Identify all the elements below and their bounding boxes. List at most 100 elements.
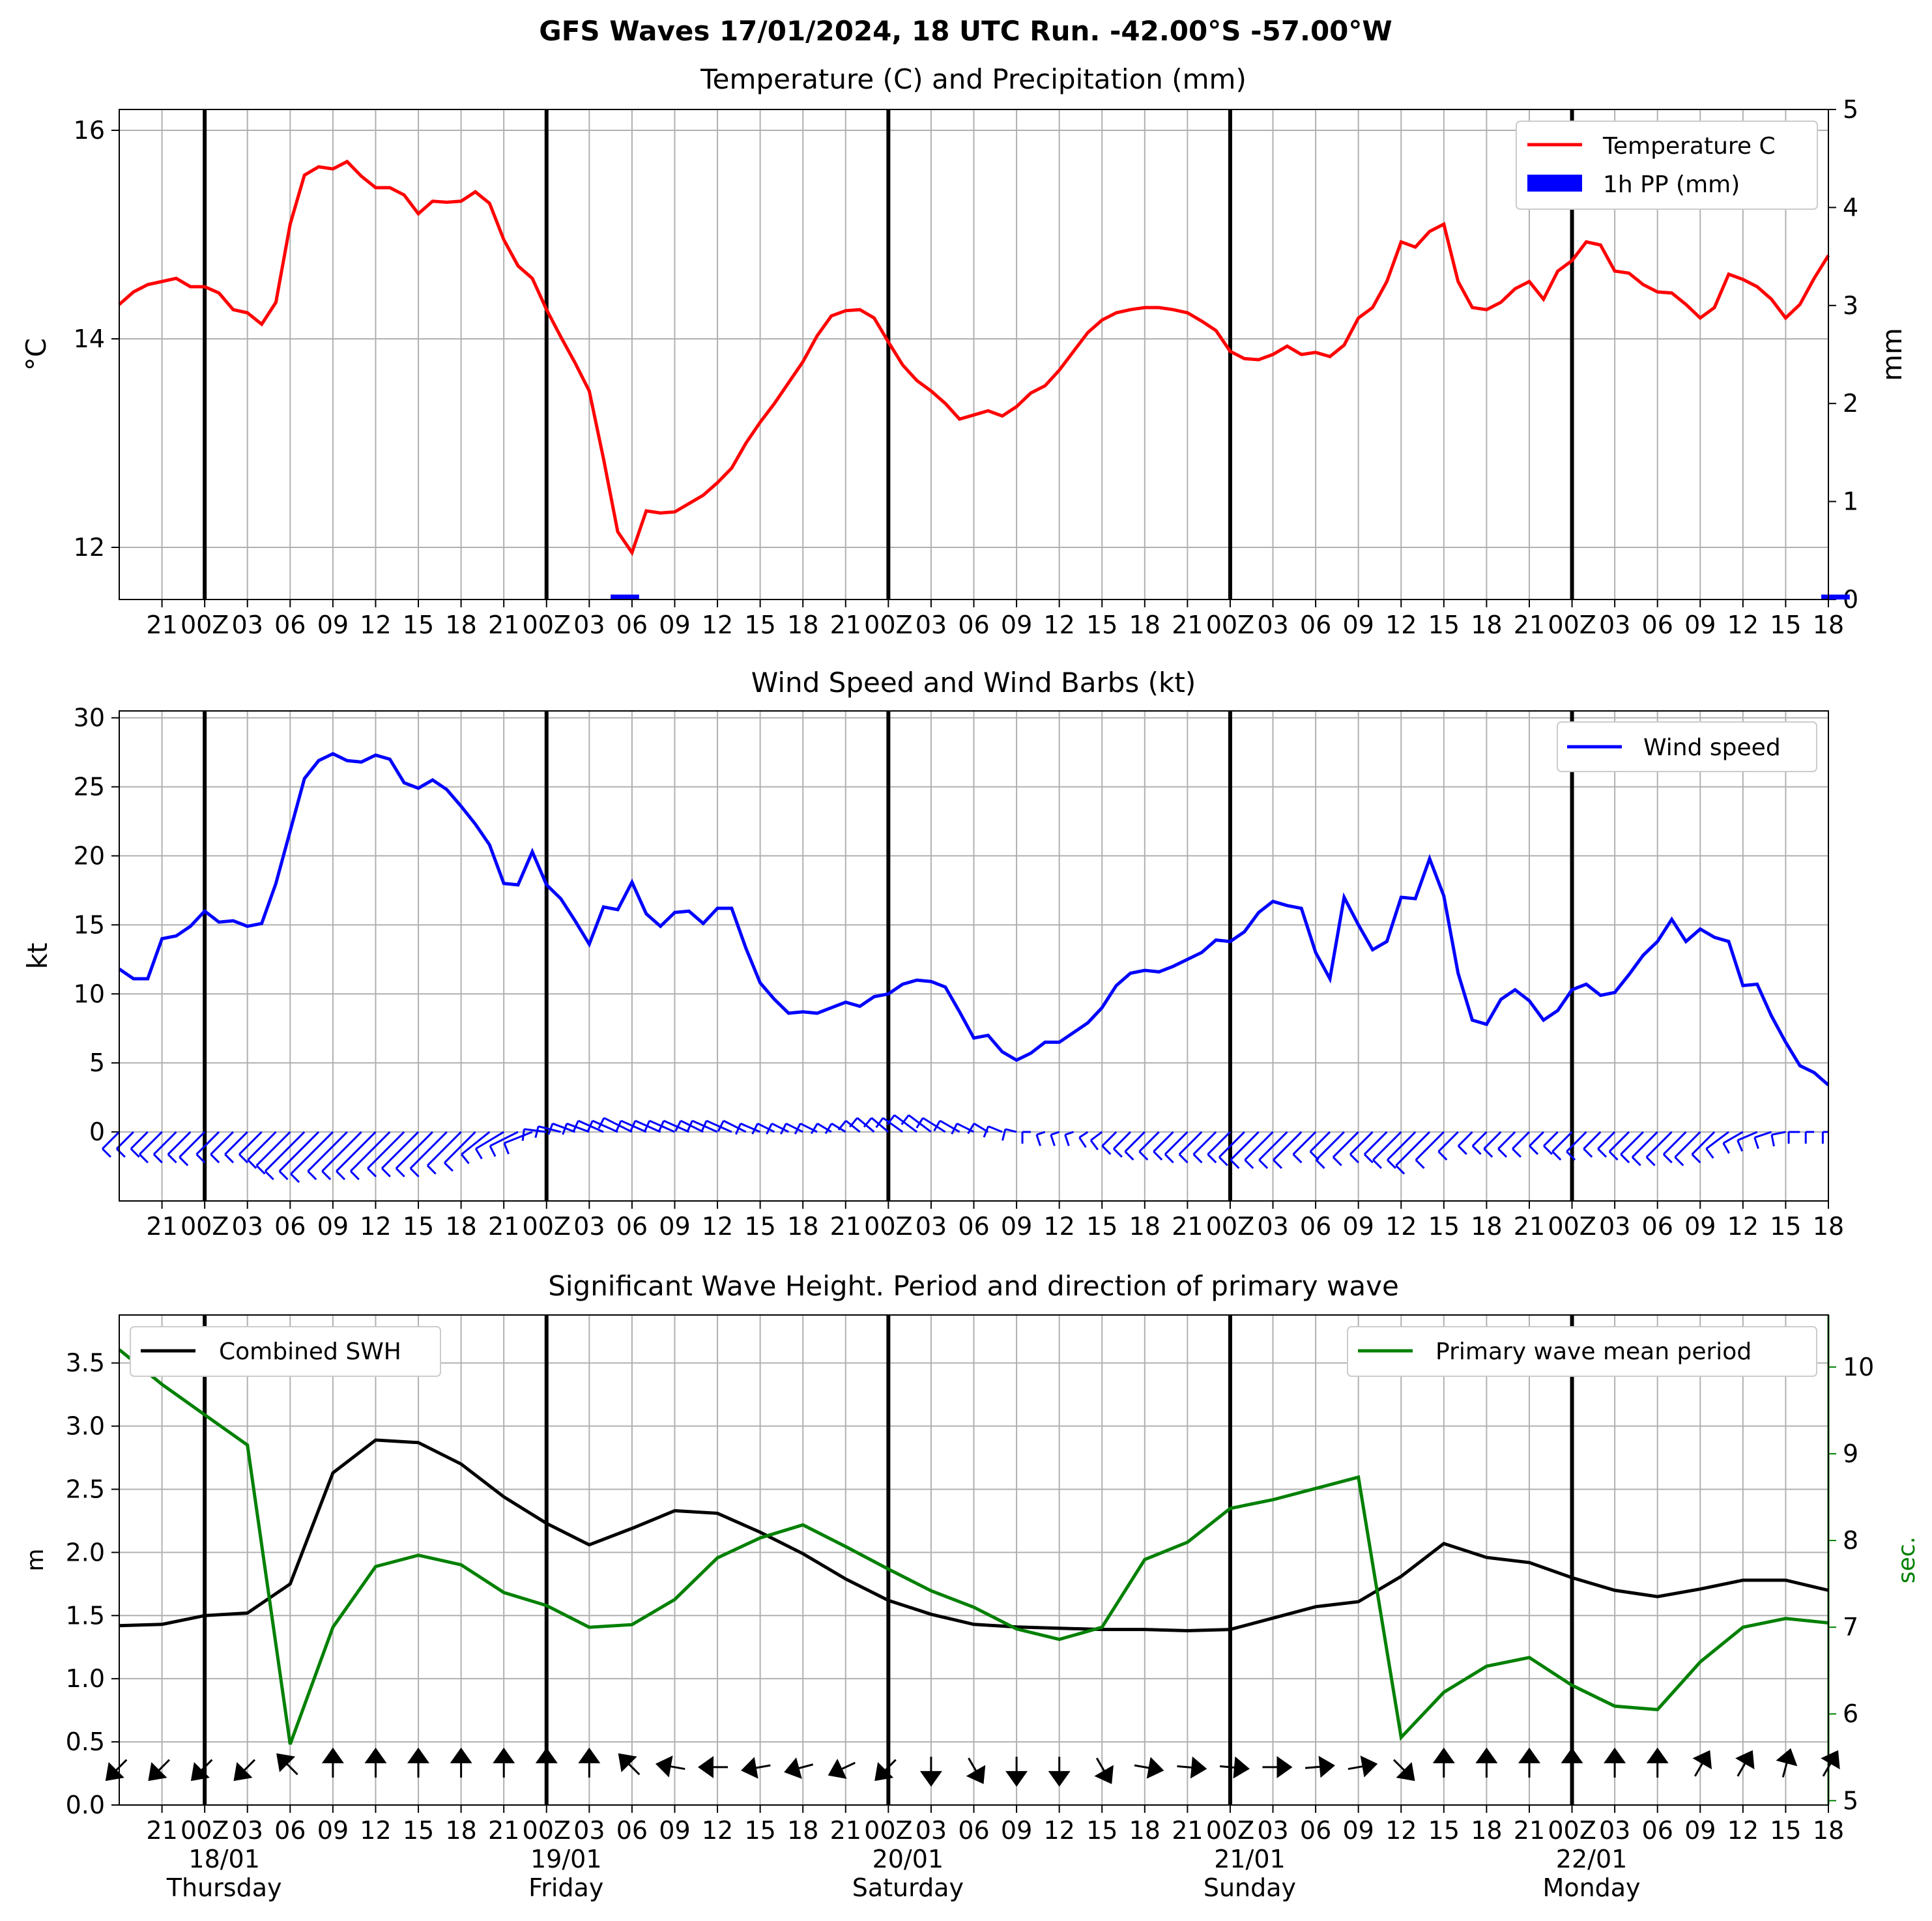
- period-y2-tick-label: 6: [1843, 1699, 1858, 1728]
- wind-legend: Wind speed: [1557, 721, 1817, 772]
- wind-barb-flag: [1349, 1153, 1359, 1164]
- legend-wind-label: Wind speed: [1643, 734, 1781, 761]
- wave-x-tick-label: 15: [403, 1816, 434, 1845]
- wind-barb-flag: [1035, 1134, 1042, 1146]
- precip-y2-tick-label: 5: [1843, 95, 1858, 124]
- temperature-panel-title: Temperature (C) and Precipitation (mm): [700, 63, 1247, 95]
- wind-y-tick-label: 25: [74, 773, 105, 802]
- wind-barb-flag: [1543, 1145, 1553, 1155]
- wind-barb: [1065, 1131, 1074, 1136]
- wave-direction-arrow: [784, 1757, 814, 1779]
- arrow-head: [1094, 1765, 1114, 1784]
- wind-barb: [552, 1122, 575, 1133]
- wind-x-tick-label: 03: [1599, 1212, 1630, 1241]
- wind-barb-flag: [1395, 1164, 1406, 1175]
- wind-barb-flag: [794, 1123, 801, 1134]
- arrow-head: [276, 1753, 296, 1772]
- temperature-x-tick-label: 18: [787, 611, 818, 639]
- arrow-head: [828, 1759, 847, 1779]
- wind-barb-flag: [933, 1120, 941, 1132]
- wind-barb: [278, 1131, 320, 1172]
- wind-barb: [1153, 1131, 1174, 1153]
- wind-barb-flag: [766, 1123, 773, 1134]
- wind-barb-flag: [290, 1173, 300, 1183]
- figure-title: GFS Waves 17/01/2024, 18 UTC Run. -42.00…: [539, 15, 1392, 47]
- wind-barb-flag: [1512, 1148, 1521, 1158]
- wind-barb-flag: [1415, 1159, 1425, 1169]
- wave-direction-arrow: [276, 1753, 298, 1776]
- wind-barb-flag: [1645, 1156, 1656, 1166]
- arrow-head: [741, 1757, 758, 1779]
- wind-barb-flag: [875, 1117, 884, 1129]
- wind-x-tick-label: 12: [1727, 1212, 1759, 1241]
- wind-barb-flag: [735, 1123, 742, 1135]
- temperature-x-tick-label: 06: [1300, 611, 1331, 639]
- period-line: [118, 1348, 1829, 1745]
- precip-y2-tick-label: 2: [1843, 389, 1858, 418]
- wave-direction-arrow: [828, 1759, 856, 1779]
- wind-barb: [1005, 1128, 1017, 1133]
- wind-barb-flag: [629, 1120, 637, 1132]
- arrow-head: [1821, 1750, 1840, 1770]
- temperature-x-tick-label: 03: [1257, 611, 1288, 639]
- temperature-x-tick-label: 21: [146, 611, 177, 639]
- wind-barb: [831, 1122, 846, 1133]
- wind-barb-flag: [1101, 1145, 1112, 1155]
- arrow-head: [1604, 1747, 1626, 1763]
- wind-barb: [1178, 1131, 1203, 1155]
- wind-x-tick-label: 03: [916, 1212, 947, 1241]
- wave-direction-arrow: [655, 1755, 685, 1778]
- arrow-head: [966, 1765, 986, 1784]
- weekday-label: Saturday: [852, 1873, 964, 1902]
- temperature-x-tick-label: 12: [360, 611, 391, 639]
- wind-barb-flag: [886, 1114, 895, 1125]
- temperature-x-tick-label: 12: [1727, 611, 1759, 639]
- wind-barb-flag: [1273, 1159, 1283, 1169]
- wind-barb: [663, 1119, 689, 1133]
- wave-direction-arrow: [874, 1759, 897, 1782]
- wind-barb: [1036, 1131, 1046, 1136]
- wave-x-tick-label: 00Z: [1548, 1816, 1596, 1845]
- wind-barb: [785, 1122, 803, 1133]
- wave-direction-arrow: [618, 1753, 641, 1776]
- arrow-head: [1276, 1755, 1293, 1778]
- wind-barb: [167, 1131, 192, 1155]
- wind-y-tick-label: 10: [74, 979, 105, 1008]
- wind-y-label: kt: [22, 943, 53, 970]
- wind-barb: [1138, 1131, 1160, 1153]
- wave-direction-arrow: [407, 1747, 429, 1778]
- temperature-x-tick-label: 03: [232, 611, 263, 639]
- wave-x-tick-label: 15: [1428, 1816, 1460, 1845]
- wind-barb: [1218, 1131, 1245, 1158]
- wind-barb-flag: [167, 1153, 177, 1164]
- wind-barb: [1691, 1131, 1716, 1155]
- wind-barb-flag: [152, 1153, 163, 1164]
- wave-direction-arrow: [1518, 1747, 1540, 1778]
- arrow-head: [535, 1747, 558, 1763]
- arrow-head: [578, 1747, 601, 1763]
- wind-x-tick-label: 09: [317, 1212, 349, 1241]
- wind-x-tick-label: 18: [1129, 1212, 1161, 1241]
- wind-barb: [1497, 1131, 1516, 1149]
- wave-direction-arrow: [1646, 1747, 1669, 1778]
- wind-barb-flag: [321, 1170, 332, 1181]
- wind-barb: [475, 1131, 504, 1150]
- wind-barb: [1551, 1131, 1573, 1153]
- wind-barb: [1078, 1131, 1089, 1138]
- temperature-x-tick-label: 18: [1813, 611, 1844, 639]
- wave-x-tick-label: 09: [317, 1816, 349, 1845]
- wind-x-tick-label: 15: [1086, 1212, 1117, 1241]
- temperature-x-tick-label: 21: [1172, 611, 1203, 639]
- wind-barb-flag: [409, 1167, 420, 1177]
- wind-barb-flag: [395, 1167, 405, 1177]
- temperature-x-tick-label: 00Z: [1548, 611, 1596, 639]
- wind-barb-flag: [1471, 1145, 1482, 1155]
- wind-barb: [1645, 1131, 1673, 1158]
- arrow-head: [1475, 1747, 1498, 1763]
- arrow-head: [1646, 1747, 1669, 1763]
- wave-y-tick-label: 3.5: [66, 1349, 105, 1378]
- wave-direction-arrow: [1735, 1750, 1755, 1777]
- wind-x-tick-label: 06: [616, 1212, 648, 1241]
- temperature-x-tick-label: 06: [274, 611, 306, 639]
- temperature-x-tick-label: 18: [1129, 611, 1161, 639]
